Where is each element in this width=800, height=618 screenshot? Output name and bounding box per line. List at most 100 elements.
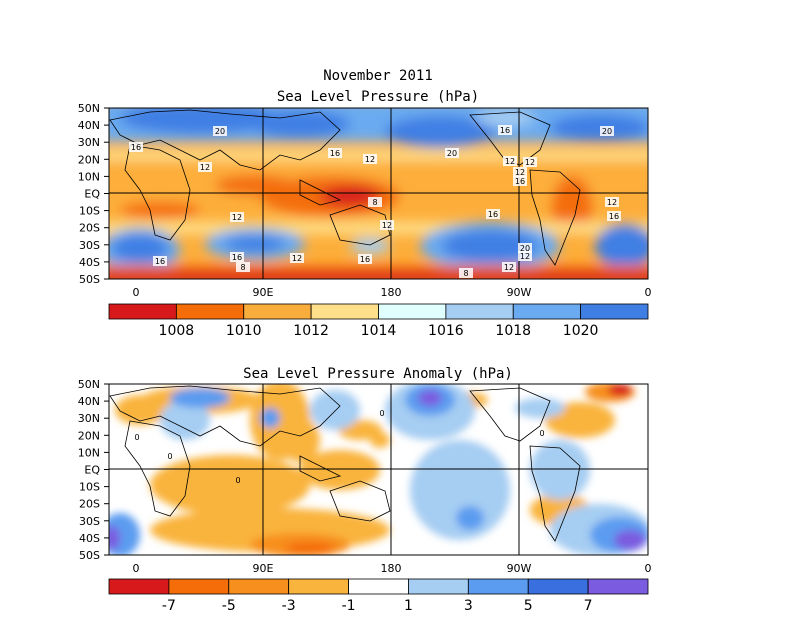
contour-label-bg bbox=[198, 162, 212, 172]
contour-label-bg bbox=[153, 256, 167, 266]
lat-tick-label: 40S bbox=[79, 256, 100, 269]
contour-label: 0 bbox=[167, 452, 172, 461]
contour-label: 16 bbox=[330, 149, 340, 158]
contour-label-bg bbox=[459, 268, 473, 278]
contour-label-bg bbox=[230, 252, 244, 262]
contour-label: 8 bbox=[372, 198, 377, 207]
colorbar-swatch bbox=[527, 578, 589, 595]
colorbar-swatch bbox=[228, 578, 290, 595]
lat-tick-label: 20N bbox=[78, 153, 100, 166]
lon-tick-label: 0 bbox=[133, 286, 140, 299]
contour-label: 16 bbox=[131, 143, 141, 152]
colorbar-swatch bbox=[408, 578, 469, 595]
colorbar-label: -5 bbox=[222, 598, 236, 614]
contour-label-bg bbox=[129, 142, 143, 152]
lat-tick-label: 10N bbox=[78, 446, 100, 459]
contour-label-bg bbox=[213, 126, 227, 136]
contour-label-bg bbox=[513, 167, 527, 177]
contour-label: 0 bbox=[134, 433, 139, 442]
lat-tick-label: 40N bbox=[78, 119, 100, 132]
contour-label-bg bbox=[486, 209, 500, 219]
lon-tick-label: 180 bbox=[381, 562, 402, 575]
lon-tick-label: 180 bbox=[381, 286, 402, 299]
slp-map-title: Sea Level Pressure (hPa) bbox=[277, 89, 479, 105]
colorbar-swatch bbox=[467, 578, 529, 595]
contour-label-bg bbox=[230, 212, 244, 222]
contour-label-bg bbox=[518, 243, 532, 253]
colorbar-swatch bbox=[288, 578, 349, 595]
colorbar-label: 3 bbox=[464, 598, 473, 614]
colorbar-swatch bbox=[243, 303, 312, 320]
colorbar-swatch bbox=[580, 303, 649, 320]
contour-label: 8 bbox=[240, 263, 245, 272]
colorbar-label: -7 bbox=[162, 598, 176, 614]
contour-label: 8 bbox=[463, 269, 468, 278]
lat-tick-label: 30N bbox=[78, 412, 100, 425]
colorbar-label: 1018 bbox=[495, 323, 531, 339]
anomaly-lon-axis: 0 90E 180 90W 0 bbox=[133, 562, 652, 575]
contour-label: 20 bbox=[520, 244, 530, 253]
contour-label-bg bbox=[236, 262, 250, 272]
contour-label: 20 bbox=[602, 127, 612, 136]
contour-label-bg bbox=[328, 148, 342, 158]
colorbar-label: 1010 bbox=[226, 323, 262, 339]
contour-label: 12 bbox=[382, 221, 392, 230]
lat-tick-label: 50S bbox=[79, 549, 100, 562]
colorbar-swatch bbox=[310, 303, 379, 320]
contour-label-bg bbox=[290, 253, 304, 263]
lat-tick-label: 50N bbox=[78, 102, 100, 115]
figure-title: November 2011 bbox=[323, 68, 433, 84]
anomaly-grid bbox=[109, 384, 648, 555]
colorbar-label: 1014 bbox=[361, 323, 397, 339]
contour-label: 12 bbox=[505, 157, 515, 166]
anomaly-contour-labels: 0 0 0 0 0 bbox=[134, 409, 544, 485]
lon-tick-label: 90E bbox=[253, 562, 274, 575]
contour-label: 16 bbox=[609, 212, 619, 221]
contour-label: 12 bbox=[365, 155, 375, 164]
colorbar-label: -3 bbox=[282, 598, 296, 614]
lon-tick-label: 90W bbox=[507, 562, 532, 575]
contour-label-bg bbox=[363, 154, 377, 164]
contour-label-bg bbox=[600, 126, 614, 136]
lat-tick-label: 50N bbox=[78, 378, 100, 391]
colorbar-label: 1008 bbox=[159, 323, 195, 339]
contour-label: 0 bbox=[235, 476, 240, 485]
contour-label: 20 bbox=[215, 127, 225, 136]
contour-label: 12 bbox=[200, 163, 210, 172]
colorbar-swatch bbox=[175, 303, 245, 320]
lat-tick-label: 20S bbox=[79, 498, 100, 511]
lat-tick-label: 40S bbox=[79, 532, 100, 545]
contour-label-bg bbox=[498, 125, 512, 135]
lat-tick-label: 30S bbox=[79, 239, 100, 252]
lat-tick-label: 20S bbox=[79, 222, 100, 235]
colorbar-label: -1 bbox=[342, 598, 356, 614]
contour-label: 16 bbox=[500, 126, 510, 135]
contour-label: 0 bbox=[539, 429, 544, 438]
lon-tick-label: 90W bbox=[507, 286, 532, 299]
contour-label: 12 bbox=[515, 168, 525, 177]
contour-label: 12 bbox=[292, 254, 302, 263]
colorbar-label: 1 bbox=[404, 598, 413, 614]
lat-tick-label: 50S bbox=[79, 273, 100, 286]
lat-tick-label: 30N bbox=[78, 136, 100, 149]
contour-label-bg bbox=[503, 156, 517, 166]
colorbar-label: 7 bbox=[584, 598, 593, 614]
contour-label-bg bbox=[358, 254, 372, 264]
slp-lon-axis: 0 90E 180 90W 0 bbox=[133, 286, 652, 299]
contour-label: 12 bbox=[520, 252, 530, 261]
anomaly-map bbox=[109, 384, 648, 555]
lat-tick-label: 10S bbox=[79, 205, 100, 218]
lat-tick-label: 40N bbox=[78, 395, 100, 408]
slp-coastlines bbox=[109, 109, 581, 266]
contour-label-bg bbox=[607, 211, 621, 221]
contour-label-bg bbox=[368, 197, 382, 207]
lat-tick-label: EQ bbox=[84, 464, 100, 477]
contour-label: 0 bbox=[379, 409, 384, 418]
lat-tick-label: 30S bbox=[79, 515, 100, 528]
contour-label-bg bbox=[502, 262, 516, 272]
slp-lat-axis: 50N 40N 30N 20N 10N EQ 10S 20S 30S 40S 50S bbox=[78, 102, 109, 286]
anomaly-colorbar: -7 -5 -3 -1 1 3 5 7 bbox=[108, 578, 649, 614]
colorbar-label: 1012 bbox=[293, 323, 329, 339]
